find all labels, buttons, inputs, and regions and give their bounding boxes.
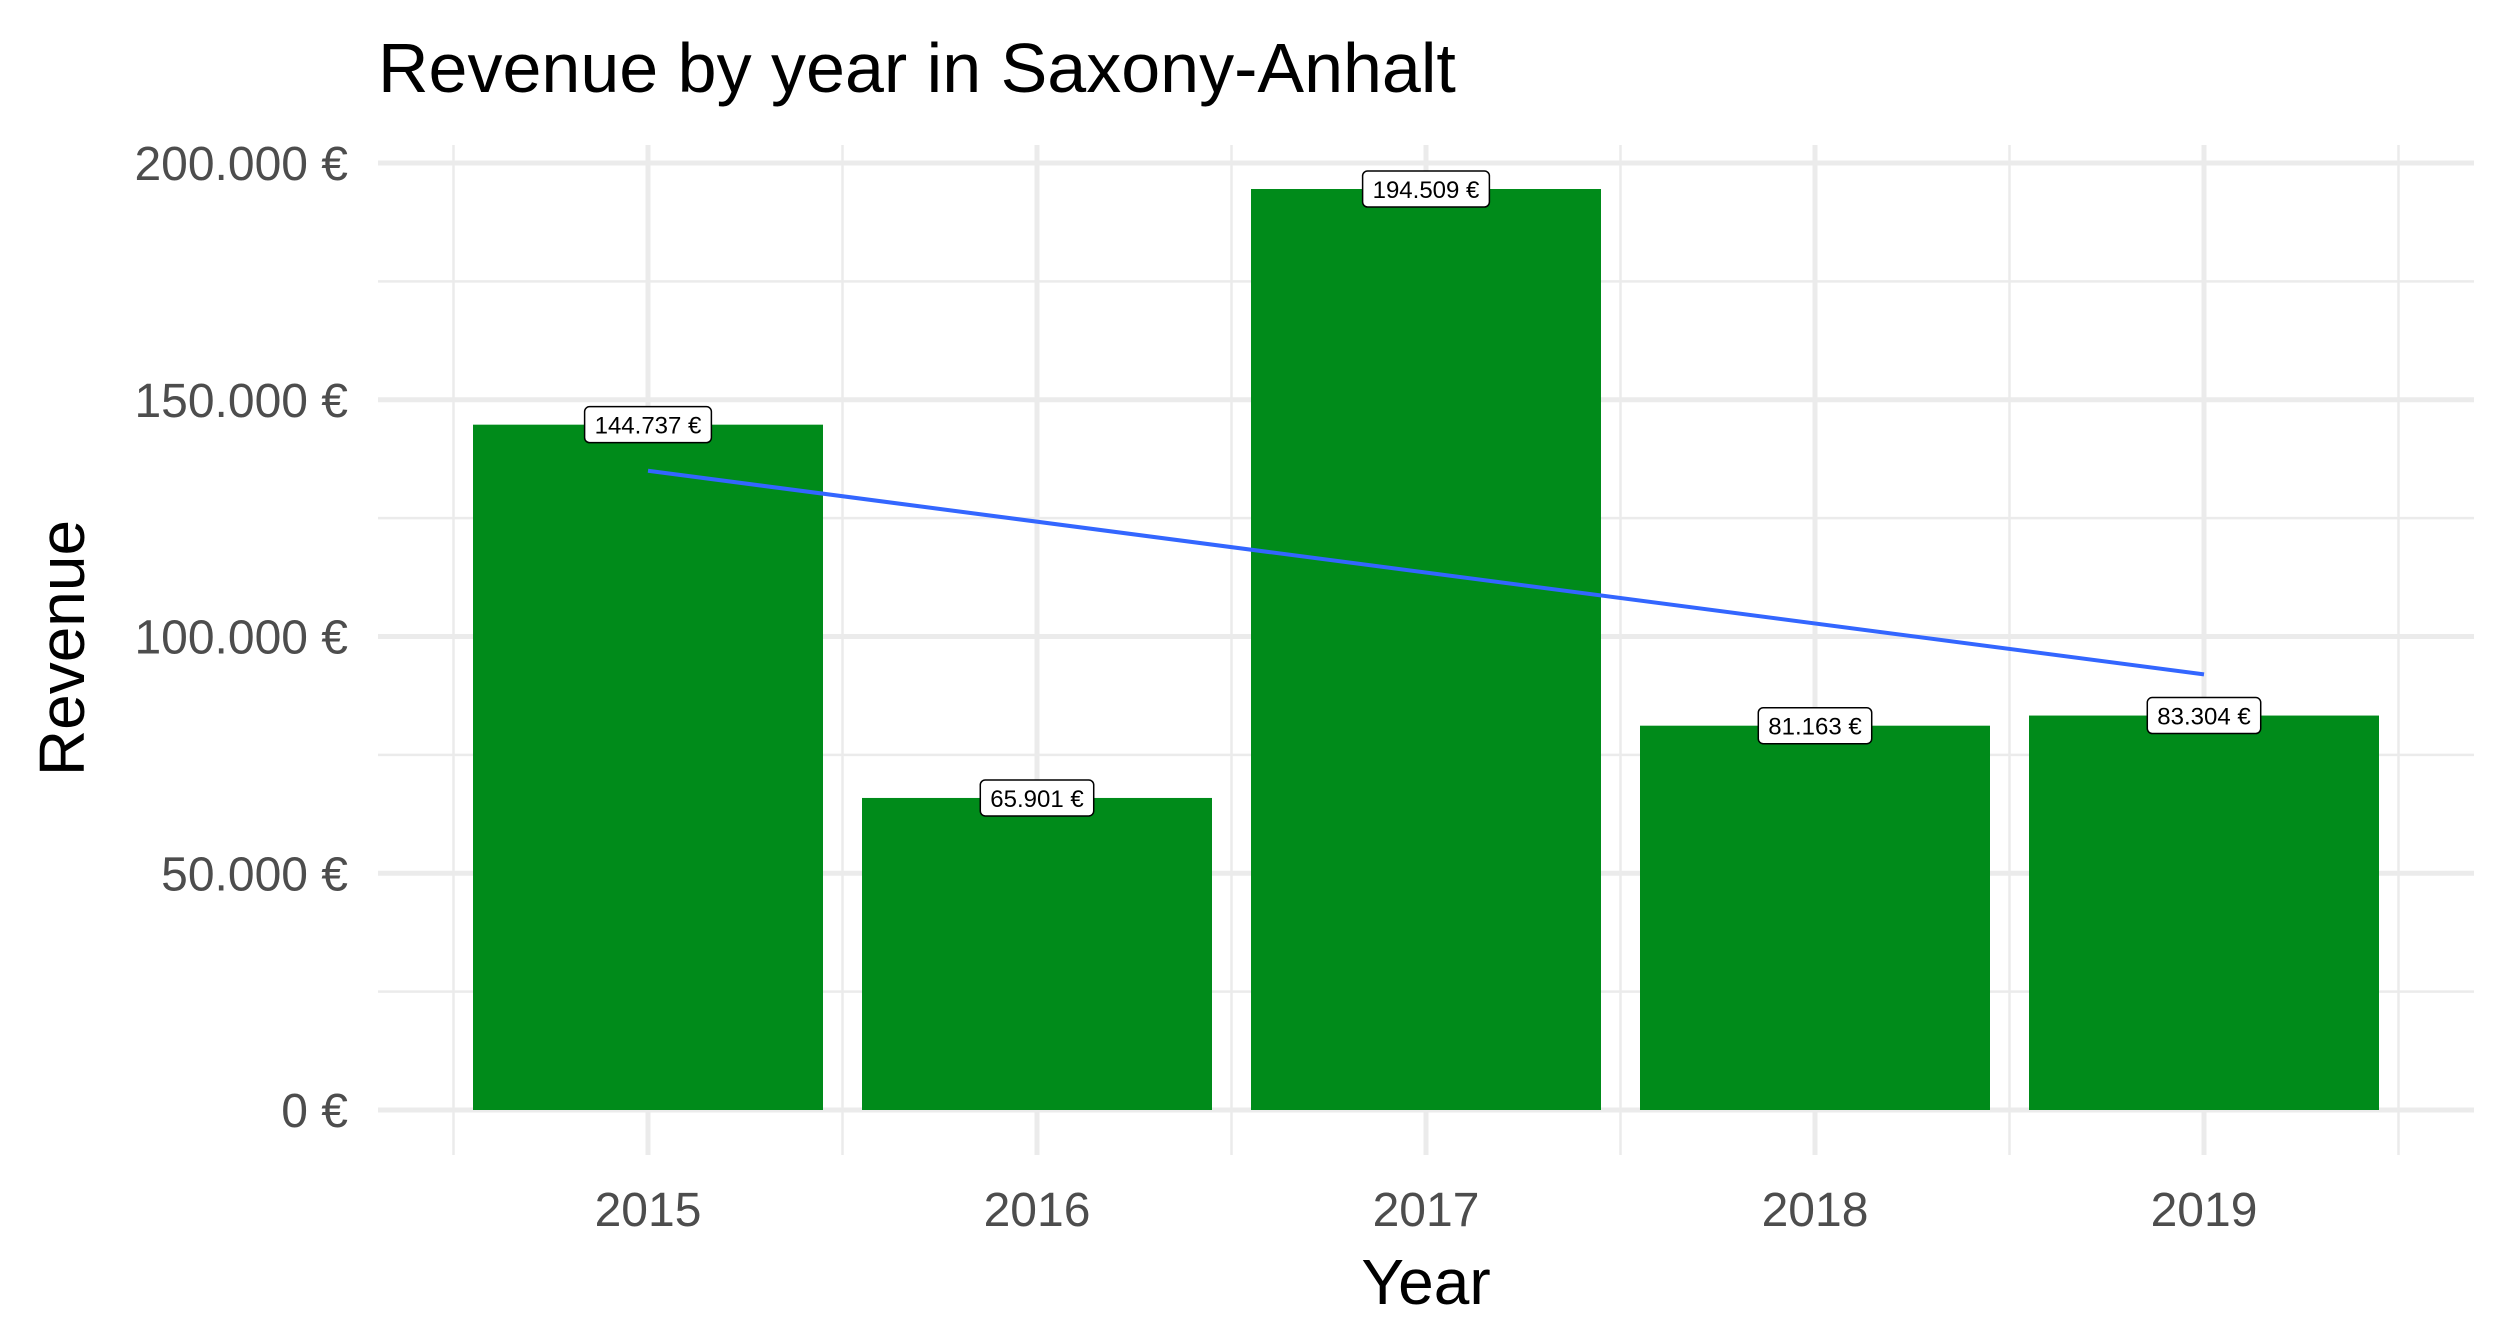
data-label-box: [1757, 706, 1873, 745]
y-tick-label: 100.000 €: [134, 612, 348, 665]
chart-title: Revenue by year in Saxony-Anhalt: [378, 29, 1456, 107]
data-label-text: 194.509 €: [1373, 177, 1480, 204]
trend-line-group: [647, 468, 2205, 677]
bars: [473, 188, 2379, 1111]
data-label-2018: 81.163 €: [1757, 706, 1873, 745]
x-tick-label: 2016: [984, 1184, 1091, 1237]
bar-2015: [473, 424, 823, 1111]
y-axis-ticks: 0 € 50.000 € 100.000 € 150.000 € 200.000 €: [134, 138, 348, 1138]
data-label-box: [2146, 696, 2262, 735]
data-labels: 144.737 € 65.901 € 194.509 € 81.163 € 83.304…: [583, 170, 2262, 817]
bar-2016: [862, 797, 1212, 1110]
x-tick-label: 2015: [595, 1184, 702, 1237]
bar-2017: [1251, 188, 1601, 1110]
y-tick-label: 0 €: [281, 1085, 348, 1138]
data-label-2015: 144.737 €: [583, 405, 713, 444]
data-label-2017: 194.509 €: [1361, 170, 1491, 208]
y-axis-title: Revenue: [26, 520, 98, 776]
data-label-text: 65.901 €: [990, 786, 1084, 813]
data-label-2019: 83.304 €: [2146, 696, 2262, 735]
data-label-text: 83.304 €: [2157, 704, 2251, 731]
x-axis-title: Year: [1361, 1246, 1490, 1318]
data-label-2016: 65.901 €: [979, 779, 1095, 817]
bar-2019: [2029, 715, 2379, 1110]
trend-line: [647, 468, 2205, 677]
data-label-box: [1361, 170, 1491, 208]
data-label-text: 81.163 €: [1768, 714, 1862, 741]
x-axis-ticks: 2015 2016 2017 2018 2019: [595, 1184, 2258, 1237]
bar-2018: [1640, 725, 1990, 1110]
x-tick-label: 2018: [1762, 1184, 1869, 1237]
y-tick-label: 150.000 €: [134, 375, 348, 428]
x-tick-label: 2019: [2151, 1184, 2258, 1237]
y-tick-label: 50.000 €: [161, 848, 348, 901]
y-tick-label: 200.000 €: [134, 138, 348, 191]
x-tick-label: 2017: [1373, 1184, 1480, 1237]
data-label-text: 144.737 €: [595, 413, 702, 440]
data-label-box: [979, 779, 1095, 817]
data-label-box: [583, 405, 713, 444]
